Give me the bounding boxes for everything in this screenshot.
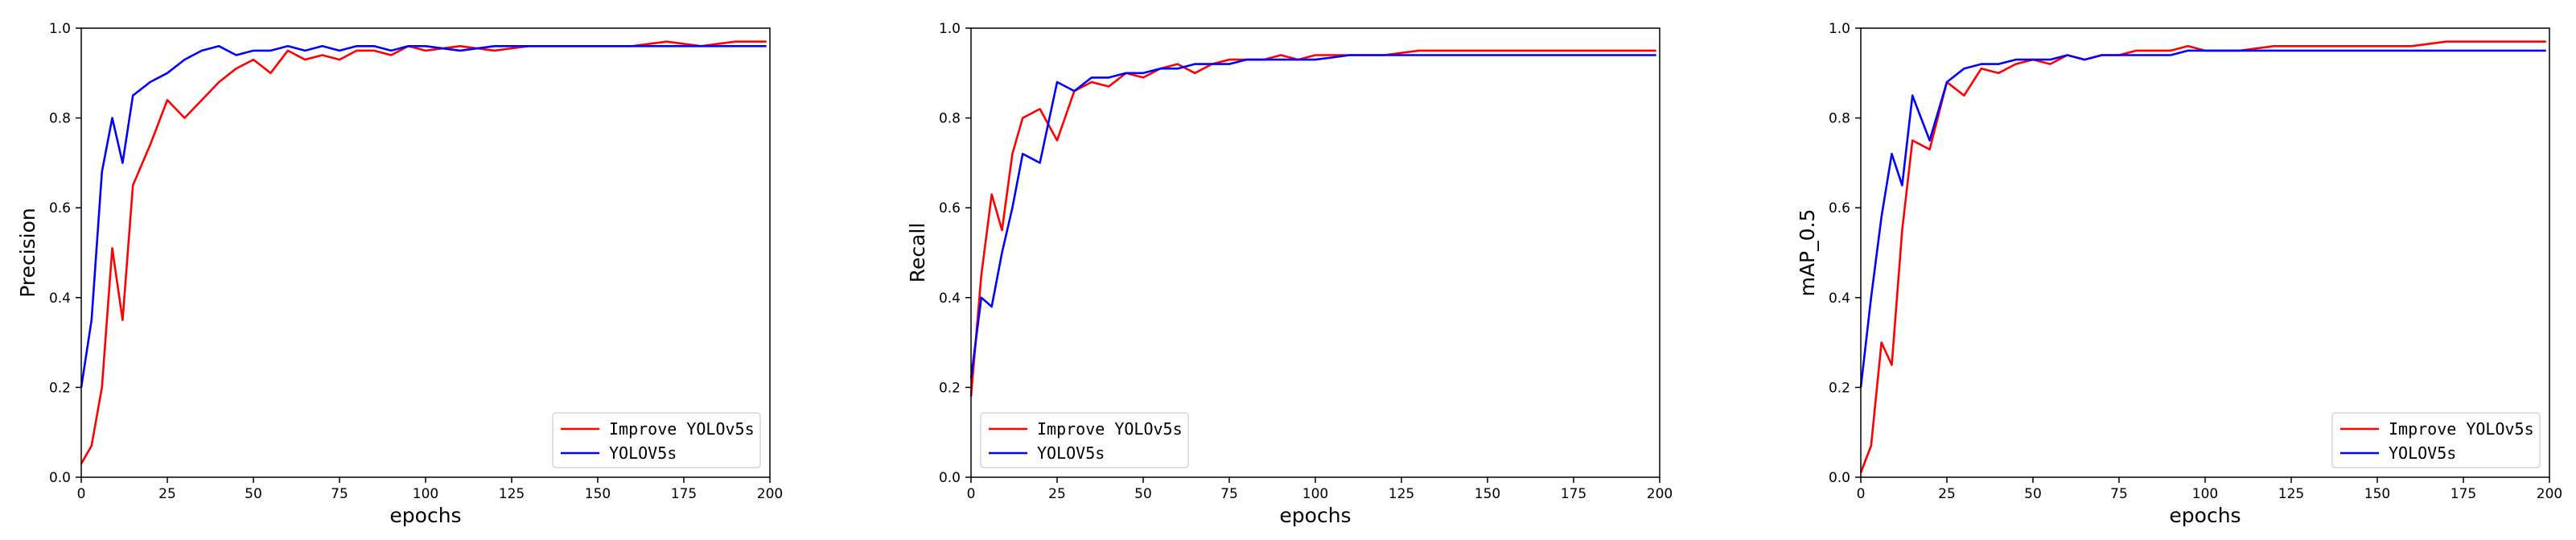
x-tick-label: 125 bbox=[1389, 486, 1414, 502]
y-tick-label: 0.0 bbox=[939, 470, 961, 486]
x-tick-label: 50 bbox=[245, 486, 262, 502]
y-tick-label: 1.0 bbox=[1829, 21, 1850, 37]
y-tick-label: 0.0 bbox=[49, 470, 71, 486]
x-tick-label: 100 bbox=[2192, 486, 2218, 502]
chart-panel-2: 0 25 50 75 100 125 150 175 200 0.0 0.2 0.4 0.6 0.8 1.0… bbox=[906, 21, 1673, 527]
x-axis-label: epochs bbox=[389, 504, 461, 527]
series-line-yolov5s bbox=[80, 44, 767, 388]
y-tick-label: 0.4 bbox=[49, 291, 71, 307]
y-axis-label: mAP_0.5 bbox=[1796, 209, 1819, 297]
plot-frame bbox=[970, 27, 1660, 478]
x-tick-label: 200 bbox=[757, 486, 783, 502]
series-line-yolov5s bbox=[969, 54, 1656, 379]
plot-frame bbox=[80, 27, 771, 478]
x-tick-label: 200 bbox=[2537, 486, 2562, 502]
x-tick-label: 150 bbox=[1475, 486, 1500, 502]
series-line-improve-yolov5s bbox=[969, 49, 1656, 397]
y-axis-label: Recall bbox=[906, 223, 929, 283]
x-tick-label: 50 bbox=[1134, 486, 1152, 502]
x-tick-label: 175 bbox=[671, 486, 697, 502]
legend-box bbox=[2331, 412, 2541, 468]
x-tick-label: 200 bbox=[1647, 486, 1673, 502]
x-tick-label: 25 bbox=[1938, 486, 1956, 502]
legend-box bbox=[980, 412, 1189, 468]
x-tick-label: 150 bbox=[2364, 486, 2390, 502]
legend: Improve YOLOv5s YOLOV5s bbox=[552, 412, 761, 468]
legend: Improve YOLOv5s YOLOV5s bbox=[980, 412, 1189, 468]
x-tick-label: 75 bbox=[1220, 486, 1238, 502]
x-tick-label: 150 bbox=[585, 486, 611, 502]
y-tick-label: 1.0 bbox=[49, 21, 71, 37]
series-line-yolov5s bbox=[1859, 49, 2546, 388]
x-tick-label: 175 bbox=[1561, 486, 1586, 502]
y-tick-label: 0.8 bbox=[49, 111, 71, 127]
chart-panel-1: 0 25 50 75 100 125 150 175 200 0.0 0.2 0.4 0.6 0.8 1.0… bbox=[16, 21, 783, 527]
y-tick-label: 0.8 bbox=[1829, 111, 1850, 127]
x-tick-label: 75 bbox=[2110, 486, 2128, 502]
x-tick-label: 100 bbox=[1302, 486, 1328, 502]
y-tick-label: 0.6 bbox=[49, 200, 71, 216]
legend-label: Improve YOLOv5s bbox=[609, 419, 755, 439]
legend-label: Improve YOLOv5s bbox=[1037, 419, 1183, 439]
x-tick-label: 25 bbox=[158, 486, 176, 502]
legend: Improve YOLOv5s YOLOV5s bbox=[2331, 412, 2541, 468]
series-line-improve-yolov5s bbox=[1859, 40, 2546, 473]
x-tick-label: 50 bbox=[2024, 486, 2042, 502]
x-tick-label: 125 bbox=[2278, 486, 2304, 502]
x-tick-label: 175 bbox=[2450, 486, 2476, 502]
x-axis-label: epochs bbox=[1279, 504, 1351, 527]
y-tick-label: 0.6 bbox=[1829, 200, 1850, 216]
x-tick-label: 0 bbox=[967, 486, 976, 502]
legend-label: YOLOV5s bbox=[1037, 443, 1105, 463]
legend-label: YOLOV5s bbox=[609, 443, 677, 463]
y-tick-label: 0.2 bbox=[1829, 380, 1850, 396]
legend-label: YOLOV5s bbox=[2389, 443, 2456, 463]
legend-label: Improve YOLOv5s bbox=[2389, 419, 2534, 439]
x-tick-label: 75 bbox=[331, 486, 348, 502]
y-tick-label: 0.2 bbox=[49, 380, 71, 396]
y-tick-label: 1.0 bbox=[939, 21, 961, 37]
y-tick-label: 0.8 bbox=[939, 111, 961, 127]
series-line-improve-yolov5s bbox=[80, 40, 767, 464]
y-axis-label: Precision bbox=[16, 208, 39, 298]
x-tick-label: 0 bbox=[77, 486, 86, 502]
y-tick-label: 0.4 bbox=[1829, 291, 1850, 307]
x-tick-label: 100 bbox=[413, 486, 438, 502]
y-tick-label: 0.0 bbox=[1829, 470, 1850, 486]
y-tick-label: 0.4 bbox=[939, 291, 961, 307]
y-tick-label: 0.2 bbox=[939, 380, 961, 396]
x-tick-label: 125 bbox=[499, 486, 525, 502]
x-tick-label: 25 bbox=[1048, 486, 1066, 502]
legend-box bbox=[552, 412, 761, 468]
chart-panel-3: 0 25 50 75 100 125 150 175 200 0.0 0.2 0.4 0.6 0.8 1.0… bbox=[1796, 21, 2562, 527]
x-tick-label: 0 bbox=[1857, 486, 1866, 502]
x-axis-label: epochs bbox=[2169, 504, 2241, 527]
y-tick-label: 0.6 bbox=[939, 200, 961, 216]
